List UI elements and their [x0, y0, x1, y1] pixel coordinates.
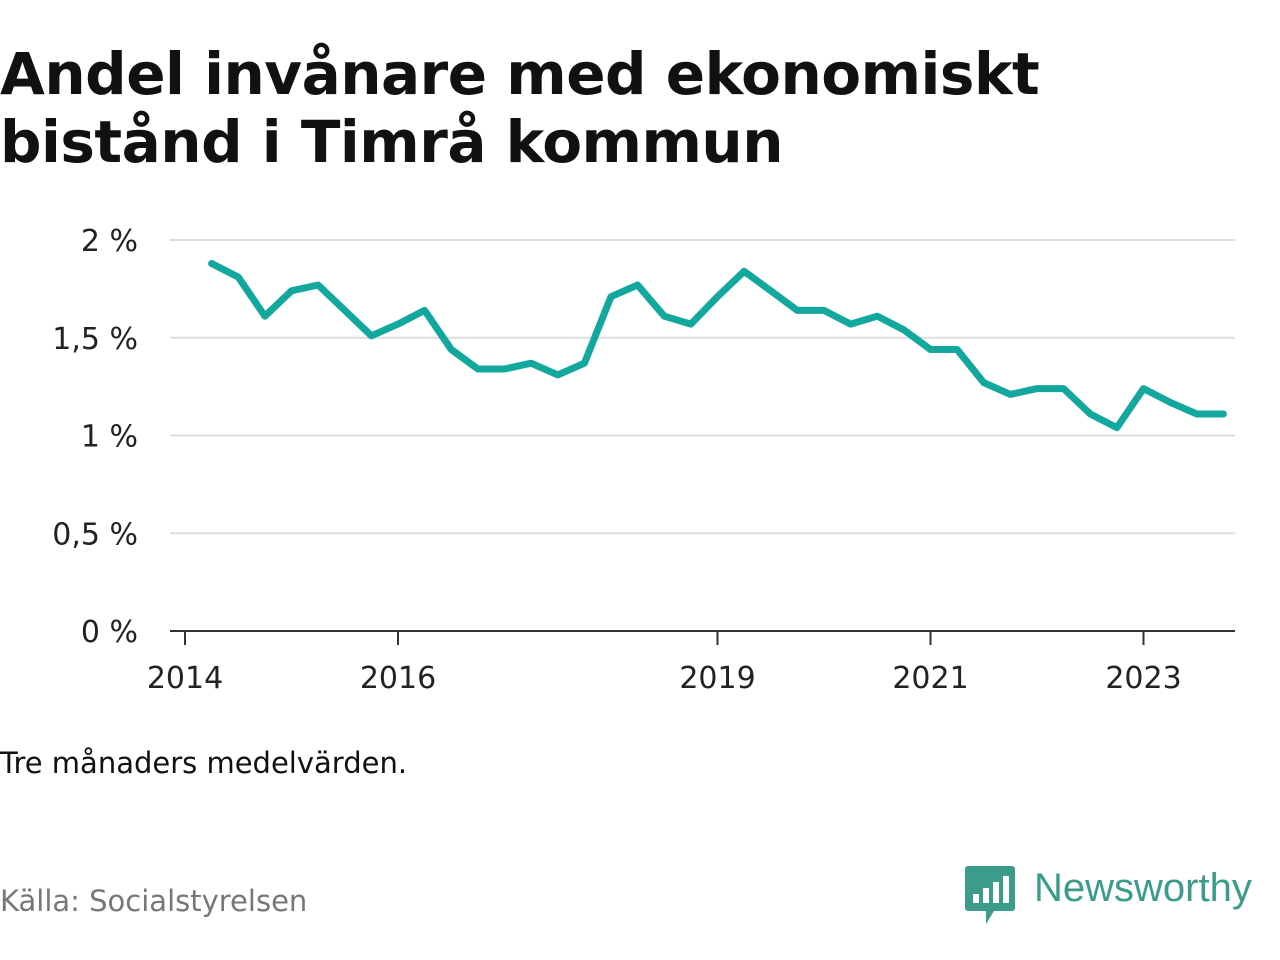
x-tick-label: 2021 [892, 661, 968, 696]
source-credit: Källa: Socialstyrelsen [0, 884, 308, 918]
y-tick-label: 0,5 % [52, 517, 138, 552]
y-tick-label: 1,5 % [52, 322, 138, 357]
x-tick-label: 2016 [360, 661, 436, 696]
gridlines [170, 239, 1235, 535]
x-tick-label: 2019 [679, 661, 755, 696]
series-layer [208, 260, 1227, 432]
series-line [208, 260, 1227, 432]
y-axis-ticks: 0 % 0,5 % 1 % 1,5 % 2 % [52, 224, 138, 650]
y-tick-label: 2 % [81, 224, 138, 259]
x-tick-label: 2023 [1105, 661, 1181, 696]
y-tick-label: 0 % [81, 615, 138, 650]
chart-note: Tre månaders medelvärden. [0, 746, 408, 780]
brand-name: Newsworthy [1034, 866, 1252, 910]
newsworthy-logo-icon [965, 866, 1015, 924]
chart-title: Andel invånare med ekonomiskt bistånd i … [0, 40, 1040, 176]
line-chart: 0 % 0,5 % 1 % 1,5 % 2 % 2014 2016 2019 2021 2023 [52, 224, 1235, 696]
x-tick-label: 2014 [147, 661, 223, 696]
y-tick-label: 1 % [81, 420, 138, 455]
x-axis: 2014 2016 2019 2021 2023 [147, 630, 1235, 696]
